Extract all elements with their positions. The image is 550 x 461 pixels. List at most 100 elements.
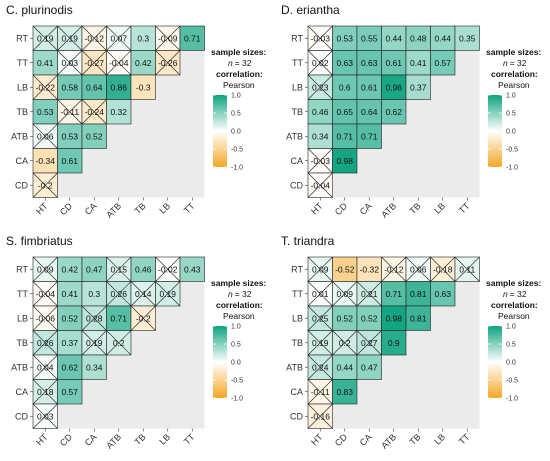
cell-value: 0.44: [385, 33, 402, 43]
cell-value: -0.24: [85, 107, 105, 117]
cell-value: 0.52: [86, 131, 103, 141]
cell-value: 0.24: [312, 362, 329, 372]
cell-value: 0.98: [336, 156, 353, 166]
cell-value: -0.18: [433, 264, 453, 274]
cell-value: 0.37: [61, 338, 78, 348]
heatmap-cell: 0.43: [179, 256, 205, 282]
heatmap-cell: 0.81: [405, 305, 431, 331]
heatmap-cell: 0.21: [356, 281, 382, 307]
legend-tick-label: -1.0: [506, 396, 518, 403]
cell-value: 0.37: [410, 82, 427, 92]
cell-value: 0.6: [339, 82, 351, 92]
cell-value: 0.25: [312, 313, 329, 323]
cell-value: -0.32: [360, 264, 380, 274]
cell-value: 0.41: [37, 58, 54, 68]
cell-value: 0.21: [361, 289, 378, 299]
legend-correlation-label: correlation:: [491, 300, 538, 310]
x-tick-label: LB: [432, 432, 447, 447]
y-tick-label: LB: [17, 82, 28, 92]
heatmap-cell: 0.62: [57, 354, 83, 380]
heatmap-cell: -0.04: [307, 172, 333, 198]
x-tick-label: HT: [309, 431, 325, 447]
cell-value: -0.03: [311, 33, 331, 43]
x-tick-label: LB: [157, 201, 172, 216]
legend-tick-label: 0.5: [231, 111, 241, 118]
heatmap-cell: -0.02: [155, 256, 181, 282]
cell-value: -0.06: [36, 313, 56, 323]
cell-value: 0.71: [385, 289, 402, 299]
legend-tick-label: -0.5: [231, 147, 243, 154]
heatmap-cell: -0.52: [332, 256, 358, 282]
legend-tick-label: 0.5: [506, 111, 516, 118]
x-tick-label: CD: [58, 200, 75, 217]
panel-0: C. plurinodis 0.19 0.19 -0.12 0.07 0.3 -0.09 0.…: [6, 3, 266, 220]
heatmap-cell: 0.09: [32, 256, 58, 282]
heatmap-cell: 0.03: [32, 403, 58, 429]
heatmap-cell: 0.96: [381, 74, 407, 100]
legend-color-bar: [213, 95, 227, 167]
heatmap-cell: 0.71: [179, 25, 205, 51]
heatmap-cell: 0.71: [356, 123, 382, 149]
legend-method: Pearson: [223, 80, 255, 90]
legend-n-value: = 32: [510, 58, 527, 68]
panel-2: S. fimbriatus 0.09 0.42 0.47 0.15 0.46 -0.02 0.…: [6, 234, 266, 451]
cell-value: 0.57: [61, 387, 78, 397]
cell-value: 0.15: [110, 264, 127, 274]
cell-value: -0.27: [85, 58, 105, 68]
y-tick-label: LB: [292, 313, 303, 323]
heatmap-cell: 0.65: [332, 99, 358, 125]
y-tick-label: RT: [16, 33, 28, 43]
heatmap-cell: 0.61: [381, 50, 407, 76]
panel-title: D. eriantha: [281, 3, 340, 17]
heatmap-cell: 0.35: [454, 25, 480, 51]
panel-title: T. triandra: [281, 234, 335, 248]
heatmap-cell: -0.18: [430, 256, 456, 282]
heatmap-cell: 0.71: [332, 123, 358, 149]
heatmap-cell: 0.61: [356, 74, 382, 100]
legend-tick-label: -0.5: [506, 147, 518, 154]
cell-value: 0.03: [37, 411, 54, 421]
cell-value: -0.26: [158, 58, 178, 68]
heatmap-cell: 0.53: [32, 99, 58, 125]
legend-tick-label: 1.0: [231, 93, 241, 100]
cell-value: 0.96: [385, 82, 402, 92]
heatmap-cell: -0.12: [81, 25, 107, 51]
y-tick-label: CD: [290, 411, 303, 421]
heatmap-cell: -0.2: [130, 305, 156, 331]
legend-n: n = 32: [228, 58, 252, 68]
legend-tick-label: -1.0: [506, 165, 518, 172]
cell-value: 0.64: [86, 82, 103, 92]
legend-n-label: n: [228, 58, 233, 68]
cell-value: 0.71: [110, 313, 127, 323]
legend-tick-label: 0.5: [506, 342, 516, 349]
heatmap-cell: 0.23: [307, 74, 333, 100]
heatmap-cell: 0.02: [307, 50, 333, 76]
cell-value: 0.23: [312, 82, 329, 92]
heatmap-cell: 0.47: [356, 354, 382, 380]
heatmap-cell: 0.62: [381, 99, 407, 125]
legend-correlation-label: correlation:: [216, 300, 263, 310]
legend-method: Pearson: [498, 80, 530, 90]
heatmap-cell: 0.58: [57, 74, 83, 100]
heatmap-cell: 0.24: [307, 354, 333, 380]
panel-3: T. triandra 0.09 -0.52 -0.32 -0.12 0.06 -0.18 0…: [281, 234, 541, 451]
heatmap-cell: 0.34: [81, 354, 107, 380]
x-tick-label: ATB: [104, 432, 123, 451]
cell-value: 0.47: [361, 362, 378, 372]
cell-value: 0.61: [361, 82, 378, 92]
cell-value: 0.34: [312, 131, 329, 141]
x-tick-label: LB: [157, 432, 172, 447]
x-tick-label: CA: [358, 432, 374, 448]
heatmap-cell: 0.48: [405, 25, 431, 51]
cell-value: -0.04: [36, 289, 56, 299]
heatmap-cell: 0.09: [332, 281, 358, 307]
x-tick-label: TT: [457, 200, 472, 215]
x-tick-label: HT: [34, 200, 50, 216]
cell-value: 0.27: [361, 338, 378, 348]
y-tick-label: TT: [292, 58, 303, 68]
heatmap-cell: 0.19: [81, 330, 107, 356]
cell-value: 0.71: [184, 33, 201, 43]
legend-method: Pearson: [223, 311, 255, 321]
heatmap-cell: 0.52: [57, 305, 83, 331]
